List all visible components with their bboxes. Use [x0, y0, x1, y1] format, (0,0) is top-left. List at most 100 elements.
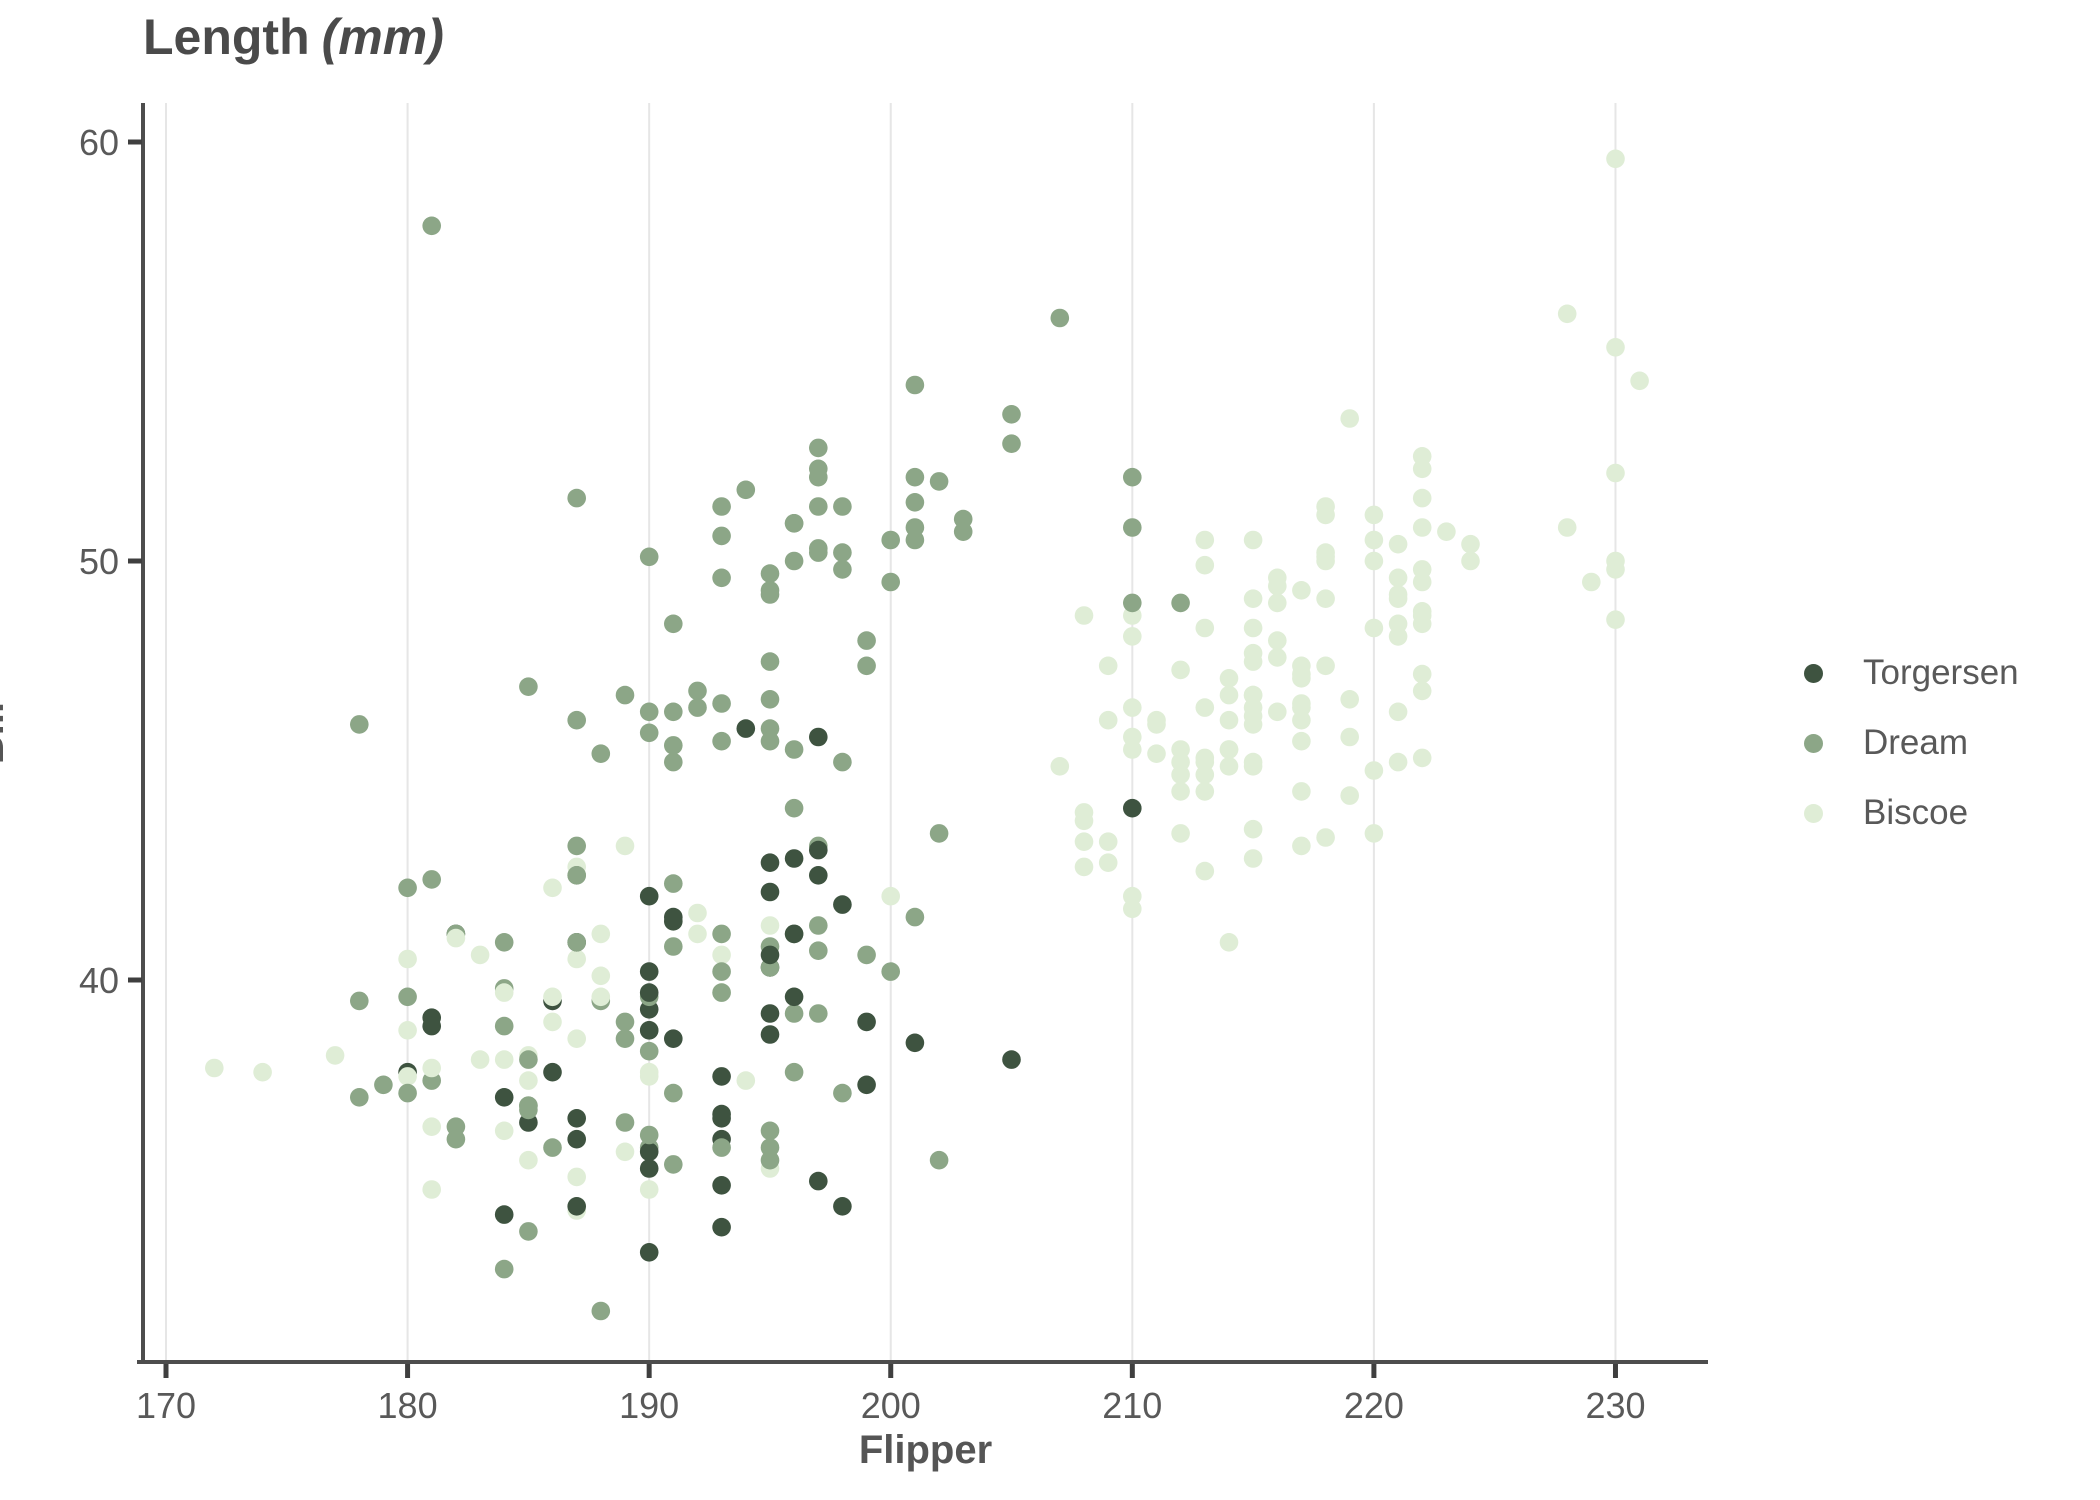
data-point-torgersen	[639, 962, 659, 981]
data-point-biscoe	[1098, 710, 1118, 730]
data-point-biscoe	[1388, 568, 1408, 588]
data-point-dream	[881, 530, 900, 550]
data-point-dream	[567, 836, 586, 856]
data-point-dream	[712, 497, 731, 516]
data-point-dream	[398, 987, 417, 1007]
data-point-biscoe	[1268, 631, 1287, 650]
data-point-biscoe	[1557, 518, 1577, 537]
data-point-dream	[905, 375, 925, 395]
legend-label-biscoe: Biscoe	[1863, 793, 1969, 832]
legend-swatch-biscoe-icon	[1804, 803, 1823, 823]
data-point-biscoe	[1461, 551, 1480, 571]
x-axis-title: Flipper	[858, 1428, 993, 1472]
data-point-torgersen	[567, 1197, 586, 1216]
data-point-biscoe	[1340, 690, 1359, 709]
data-point-biscoe	[422, 1180, 442, 1199]
data-point-dream	[809, 438, 828, 458]
data-point-dream	[784, 1062, 804, 1082]
data-point-torgersen	[639, 1142, 659, 1162]
data-point-biscoe	[1243, 752, 1263, 772]
data-point-dream	[664, 614, 683, 634]
data-point-biscoe	[1292, 664, 1311, 684]
data-point-biscoe	[1412, 602, 1432, 621]
data-point-biscoe	[1195, 782, 1215, 801]
y-axis-title-text: Bill	[0, 701, 12, 765]
data-point-biscoe	[519, 1071, 538, 1090]
data-point-biscoe	[1412, 488, 1432, 508]
data-point-biscoe	[205, 1058, 224, 1078]
data-point-dream	[712, 983, 731, 1002]
data-point-torgersen	[639, 1243, 659, 1262]
legend-item-torgersen: Torgersen	[1790, 638, 2019, 708]
data-point-biscoe	[1292, 581, 1311, 600]
data-point-torgersen	[736, 719, 756, 738]
data-point-dream	[567, 488, 586, 508]
data-point-torgersen	[664, 907, 683, 927]
data-point-dream	[881, 962, 900, 981]
data-point-biscoe	[1268, 702, 1287, 722]
data-point-dream	[664, 736, 683, 755]
data-point-dream	[833, 1083, 852, 1103]
data-point-biscoe	[1292, 836, 1311, 856]
data-point-torgersen	[712, 1217, 731, 1237]
data-point-dream	[398, 878, 417, 898]
data-point-dream	[712, 526, 731, 546]
data-point-biscoe	[1582, 572, 1601, 592]
data-point-biscoe	[1195, 861, 1215, 881]
data-point-dream	[809, 459, 828, 479]
data-point-biscoe	[1412, 748, 1432, 768]
data-point-biscoe	[1171, 824, 1190, 843]
data-point-torgersen	[1002, 1050, 1021, 1069]
data-point-biscoe	[1388, 752, 1408, 772]
data-point-dream	[639, 547, 659, 567]
data-point-dream	[688, 681, 707, 701]
data-point-biscoe	[1219, 757, 1239, 776]
data-point-biscoe	[1074, 857, 1094, 877]
data-point-biscoe	[1098, 832, 1118, 851]
data-point-biscoe	[760, 916, 780, 935]
data-point-dream	[953, 522, 973, 541]
data-point-biscoe	[1316, 589, 1335, 608]
legend: Torgersen Dream Biscoe	[1790, 638, 2019, 848]
data-point-biscoe	[1098, 853, 1118, 872]
y-tick-label-50: 50	[79, 541, 119, 582]
data-point-biscoe	[688, 924, 707, 944]
data-point-dream	[543, 1138, 562, 1157]
data-point-biscoe	[1316, 828, 1335, 847]
data-point-biscoe	[1123, 899, 1142, 919]
data-point-biscoe	[1388, 589, 1408, 608]
data-point-biscoe	[1340, 409, 1359, 428]
legend-item-biscoe: Biscoe	[1790, 778, 2019, 848]
data-point-dream	[1123, 518, 1142, 537]
data-point-biscoe	[1243, 715, 1263, 734]
data-point-biscoe	[1340, 786, 1359, 805]
data-point-dream	[591, 1301, 611, 1321]
data-point-biscoe	[1606, 610, 1625, 629]
data-point-biscoe	[1123, 698, 1142, 717]
data-point-dream	[1002, 434, 1021, 454]
data-point-biscoe	[1123, 627, 1142, 646]
data-point-dream	[809, 916, 828, 935]
data-point-biscoe	[591, 987, 611, 1007]
y-tick-label-60: 60	[79, 122, 119, 163]
data-point-biscoe	[1388, 702, 1408, 722]
data-point-biscoe	[446, 928, 466, 948]
data-point-dream	[639, 723, 659, 743]
data-point-biscoe	[1412, 664, 1432, 684]
data-point-dream	[639, 1041, 659, 1061]
data-point-dream	[567, 710, 586, 730]
data-point-biscoe	[398, 949, 417, 969]
data-point-dream	[422, 870, 442, 889]
x-tick-label-210: 210	[1102, 1385, 1162, 1426]
data-point-torgersen	[712, 1176, 731, 1195]
data-point-biscoe	[1243, 643, 1263, 663]
data-point-biscoe	[543, 987, 562, 1007]
data-point-biscoe	[639, 1180, 659, 1199]
data-point-torgersen	[809, 866, 828, 885]
data-point-biscoe	[1123, 740, 1142, 759]
data-point-dream	[664, 937, 683, 956]
data-point-biscoe	[470, 945, 490, 965]
x-tick-label-230: 230	[1585, 1385, 1645, 1426]
data-point-biscoe	[1243, 849, 1263, 868]
data-point-dream	[760, 652, 780, 671]
